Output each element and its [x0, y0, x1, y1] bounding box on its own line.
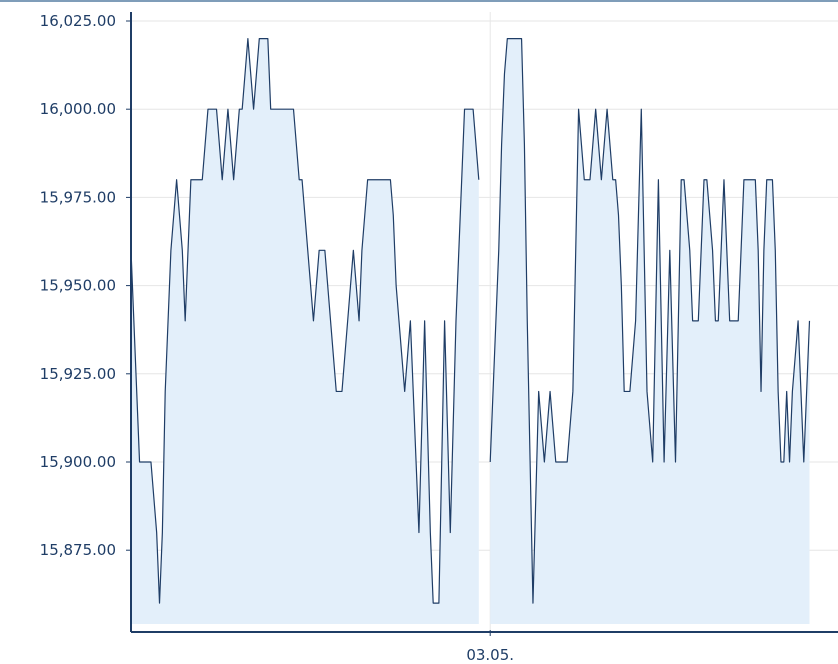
top-border: [0, 0, 838, 2]
y-axis-tick-labels: 15,875.00 15,900.00 15,925.00 15,950.00 15,9…: [40, 12, 116, 559]
area-fill-segment: [490, 38, 810, 624]
y-tick-label: 15,975.00: [40, 188, 116, 206]
y-tick-label: 15,875.00: [40, 541, 116, 559]
x-axis-tick-labels: 03.05.: [466, 646, 514, 664]
y-tick-label: 16,025.00: [40, 12, 116, 30]
area-fill-group: [131, 38, 810, 624]
price-line-group: [130, 38, 811, 604]
x-tick-label: 03.05.: [466, 646, 514, 664]
y-tick-label: 15,950.00: [40, 277, 116, 295]
y-tick-label: 15,900.00: [40, 453, 116, 471]
y-tick-label: 16,000.00: [40, 100, 116, 118]
price-line-segment: [130, 38, 480, 604]
area-fill-segment: [131, 38, 479, 624]
y-tick-label: 15,925.00: [40, 365, 116, 383]
price-line-segment: [489, 38, 811, 604]
axes: [126, 12, 838, 636]
